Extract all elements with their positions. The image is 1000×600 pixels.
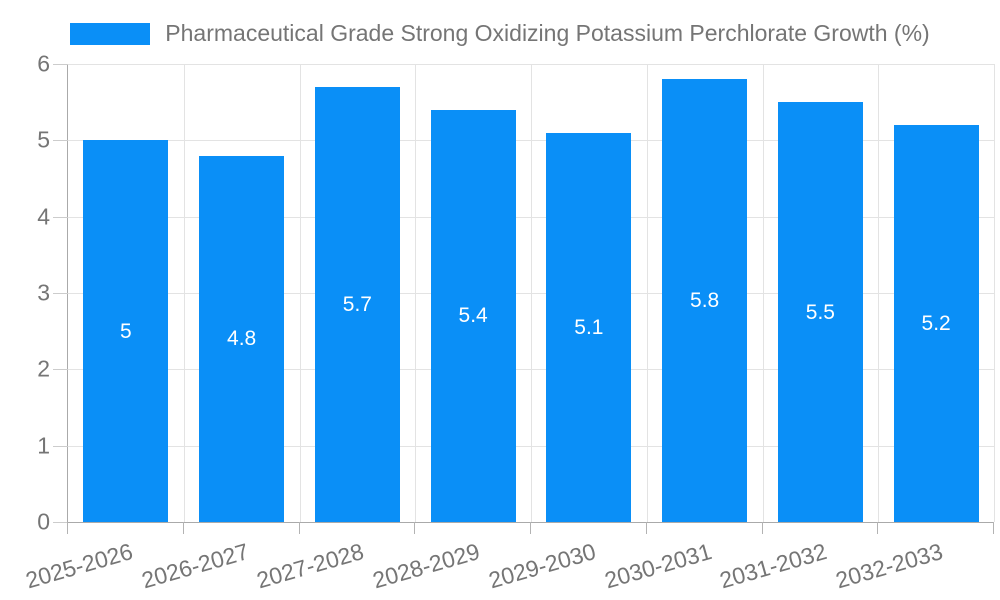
y-tick-label: 5	[37, 126, 50, 153]
y-tick-label: 0	[37, 508, 50, 535]
y-axis-tick	[53, 293, 68, 294]
legend-label: Pharmaceutical Grade Strong Oxidizing Po…	[165, 20, 930, 46]
bar: 5.4	[430, 109, 516, 522]
x-axis-tick	[182, 522, 184, 534]
gridline-vertical	[762, 64, 764, 522]
bar-value-label: 5.4	[458, 304, 488, 328]
x-tick-label: 2027-2028	[254, 538, 367, 594]
bar: 5.8	[662, 79, 748, 522]
bar: 5.1	[546, 132, 632, 522]
y-axis-tick	[53, 140, 68, 142]
x-tick-label: 2028-2029	[369, 538, 483, 594]
bar: 5	[83, 140, 169, 522]
gridline-vertical	[878, 64, 880, 522]
x-axis-tick	[877, 522, 879, 534]
y-tick-label: 2	[37, 355, 50, 382]
bar: 5.5	[777, 102, 863, 522]
y-axis-tick	[53, 64, 68, 65]
x-tick-label: 2026-2027	[138, 538, 252, 594]
y-tick-label: 3	[37, 279, 50, 306]
gridline-vertical	[531, 64, 532, 522]
x-tick-label: 2025-2026	[22, 538, 136, 594]
x-axis-tick	[414, 522, 416, 534]
x-tick-label: 2030-2031	[601, 538, 715, 594]
x-axis-tick	[761, 522, 763, 534]
x-tick-label: 2029-2030	[485, 538, 599, 594]
y-axis-tick	[53, 369, 68, 371]
x-axis-tick	[67, 522, 68, 534]
x-tick-label: 2032-2033	[832, 538, 946, 594]
plot-area: 0 1 2 3 4 5 6 5 2025-2026 4.8 2026-2027 5.7 2027-202…	[23, 52, 995, 593]
y-tick-label: 6	[37, 50, 50, 77]
x-axis-tick	[645, 522, 647, 534]
y-tick-label: 4	[37, 203, 50, 230]
y-axis-tick	[53, 445, 68, 447]
legend-swatch	[70, 22, 151, 45]
y-tick-label: 1	[37, 432, 50, 459]
bar-value-label: 5	[120, 319, 132, 343]
y-axis-tick	[53, 216, 68, 218]
x-tick-label: 2031-2032	[717, 538, 830, 594]
bar-value-label: 5.1	[574, 315, 604, 339]
gridline-vertical	[415, 64, 417, 522]
bar: 5.2	[893, 125, 979, 522]
y-axis-tick	[53, 522, 68, 523]
gridline-vertical	[183, 64, 185, 522]
bar-value-label: 5.8	[690, 289, 720, 313]
bar-value-label: 5.5	[805, 300, 835, 324]
bar-value-label: 4.8	[227, 327, 257, 351]
bar-value-label: 5.2	[921, 312, 951, 336]
bar: 5.7	[314, 86, 400, 522]
x-axis-tick	[530, 522, 531, 534]
x-axis-tick	[298, 522, 300, 534]
gridline-vertical	[646, 64, 648, 522]
gridline-vertical	[994, 64, 995, 522]
x-axis-tick	[993, 522, 994, 534]
gridline-vertical	[299, 64, 301, 522]
legend: Pharmaceutical Grade Strong Oxidizing Po…	[0, 20, 1000, 47]
bar-value-label: 5.7	[342, 292, 372, 316]
bar: 4.8	[199, 155, 285, 522]
